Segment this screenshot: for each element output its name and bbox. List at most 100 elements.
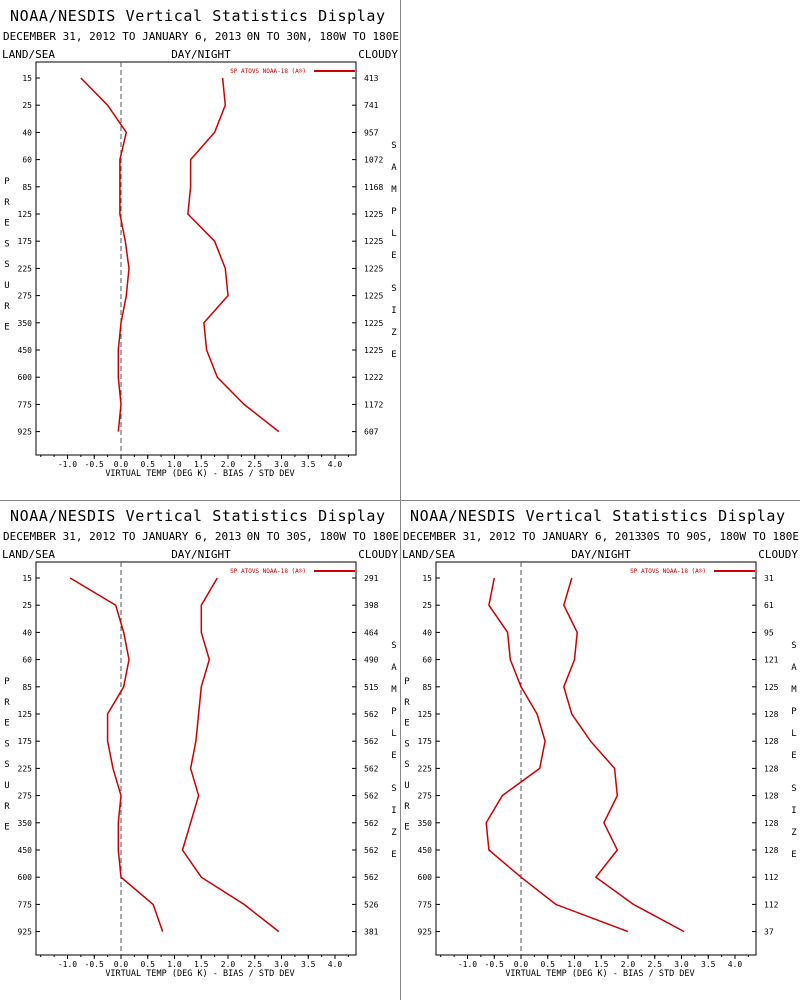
pressure-level-label: 15: [422, 574, 432, 583]
sample-size-label: 490: [364, 656, 379, 665]
pressure-level-label: 925: [18, 428, 33, 437]
chart-title: NOAA/NESDIS Vertical Statistics Display: [410, 507, 786, 525]
pressure-level-label: 225: [18, 264, 33, 273]
pressure-level-label: 450: [18, 846, 33, 855]
pressure-level-label: 25: [22, 101, 32, 110]
pressure-level-label: 775: [18, 400, 33, 409]
sample-size-label: 128: [764, 792, 779, 801]
x-tick-label: 2.5: [248, 460, 263, 469]
x-axis-label: VIRTUAL TEMP (DEG K) - BIAS / STD DEV: [105, 469, 294, 479]
sample-size-label: 1225: [364, 264, 383, 273]
pressure-level-label: 85: [422, 683, 432, 692]
series-line-bias: [485, 577, 629, 933]
sample-size-label: 1072: [364, 156, 383, 165]
sample-size-label: 31: [764, 574, 774, 583]
empty-panel: [400, 0, 800, 500]
sample-size-label: 957: [364, 128, 379, 137]
x-tick-label: -1.0: [458, 960, 477, 969]
filter-cloudy: CLOUDY: [358, 548, 398, 561]
chart-region: 0N TO 30N, 180W TO 180E: [247, 30, 399, 43]
pressure-level-label: 600: [18, 873, 33, 882]
sample-size-label: 1225: [364, 292, 383, 301]
sample-size-label: 291: [364, 574, 379, 583]
sample-size-label: 1225: [364, 237, 383, 246]
sample-size-label: 112: [764, 873, 779, 882]
sample-size-label: 526: [364, 900, 379, 909]
x-tick-label: 1.5: [194, 460, 209, 469]
pressure-level-label: 60: [22, 156, 32, 165]
pressure-level-label: 275: [418, 792, 433, 801]
sample-size-label: 515: [364, 683, 379, 692]
pressure-level-label: 85: [22, 683, 32, 692]
pressure-level-label: 125: [18, 210, 33, 219]
filter-cloudy: CLOUDY: [758, 548, 798, 561]
pressure-level-label: 40: [22, 128, 32, 137]
sample-size-label: 128: [764, 846, 779, 855]
sample-size-label: 398: [364, 601, 379, 610]
sample-size-label: 562: [364, 873, 379, 882]
sample-size-label: 128: [764, 737, 779, 746]
pressure-level-label: 225: [18, 764, 33, 773]
x-axis-label: VIRTUAL TEMP (DEG K) - BIAS / STD DEV: [105, 969, 294, 979]
x-tick-label: -0.5: [485, 960, 504, 969]
chart-svg-0n-30n: NOAA/NESDIS Vertical Statistics Display D…: [2, 7, 399, 479]
pressure-level-label: 125: [18, 710, 33, 719]
sample-size-label: 128: [764, 819, 779, 828]
x-tick-label: 3.5: [301, 460, 316, 469]
x-tick-label: 1.0: [167, 960, 182, 969]
x-tick-label: 2.0: [221, 960, 236, 969]
filter-land-sea: LAND/SEA: [402, 548, 455, 561]
x-tick-label: 4.0: [328, 460, 343, 469]
x-tick-label: 1.5: [594, 960, 609, 969]
panel-divider-horizontal: [0, 500, 800, 501]
sample-size-label: 741: [364, 101, 379, 110]
sample-size-label: 1172: [364, 400, 383, 409]
pressure-level-label: 175: [418, 737, 433, 746]
legend-label: SP ATOVS NOAA-18 (A®): [230, 68, 306, 75]
pressure-level-label: 125: [418, 710, 433, 719]
sample-size-label: 1225: [364, 319, 383, 328]
pressure-level-label: 450: [418, 846, 433, 855]
x-tick-label: 2.5: [248, 960, 263, 969]
pressure-level-label: 350: [18, 319, 33, 328]
sample-size-label: 1222: [364, 373, 383, 382]
sample-size-label: 37: [764, 928, 774, 937]
x-tick-label: 3.0: [274, 460, 289, 469]
pressure-level-label: 775: [418, 900, 433, 909]
pressure-level-label: 350: [418, 819, 433, 828]
pressure-level-label: 25: [422, 601, 432, 610]
x-tick-label: -0.5: [85, 460, 104, 469]
x-tick-label: 4.0: [728, 960, 743, 969]
series-line-std-dev: [187, 77, 280, 433]
sample-size-label: 1225: [364, 210, 383, 219]
x-tick-label: 1.0: [167, 460, 182, 469]
chart-region: 30S TO 90S, 180W TO 180E: [640, 530, 799, 543]
x-tick-label: -1.0: [58, 960, 77, 969]
x-tick-label: 2.0: [221, 460, 236, 469]
sample-size-label: 562: [364, 792, 379, 801]
pressure-level-label: 600: [18, 373, 33, 382]
x-tick-label: 0.5: [141, 960, 156, 969]
pressure-level-label: 40: [22, 628, 32, 637]
sample-size-label: 1225: [364, 346, 383, 355]
pressure-level-label: 175: [18, 237, 33, 246]
pressure-level-label: 925: [418, 928, 433, 937]
filter-land-sea: LAND/SEA: [2, 48, 55, 61]
chart-svg-30s-90s: NOAA/NESDIS Vertical Statistics Display D…: [402, 507, 799, 979]
pressure-level-label: 175: [18, 737, 33, 746]
chart-date-range: DECEMBER 31, 2012 TO JANUARY 6, 2013: [3, 530, 241, 543]
sample-size-label: 61: [764, 601, 774, 610]
sample-size-label: 562: [364, 846, 379, 855]
filter-land-sea: LAND/SEA: [2, 548, 55, 561]
pressure-level-label: 15: [22, 74, 32, 83]
x-tick-label: 3.5: [301, 960, 316, 969]
x-tick-label: 3.0: [674, 960, 689, 969]
sample-size-label: 95: [764, 628, 774, 637]
sample-size-label: 128: [764, 710, 779, 719]
plot-frame: [35, 561, 357, 956]
chart-date-range: DECEMBER 31, 2012 TO JANUARY 6, 2013: [3, 30, 241, 43]
